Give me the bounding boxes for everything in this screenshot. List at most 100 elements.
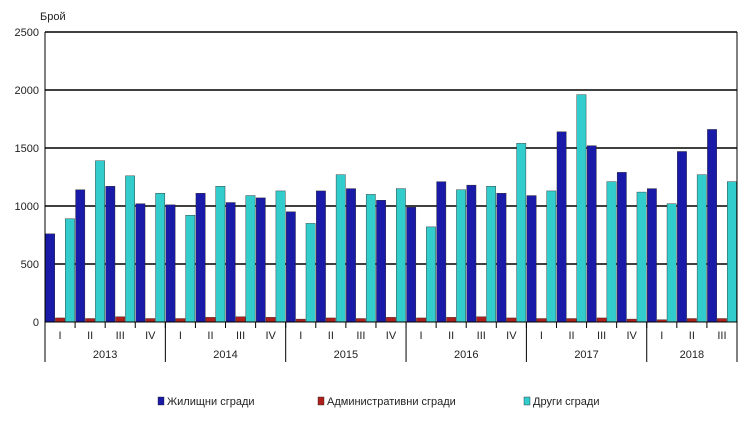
bar-other <box>636 191 647 323</box>
bar-other <box>245 195 256 323</box>
x-tick-label: II <box>568 330 574 342</box>
y-tick-label: 1000 <box>15 201 39 213</box>
bar-residential <box>105 186 116 323</box>
x-tick-label: IV <box>626 330 637 342</box>
bars <box>45 94 737 323</box>
legend-label: Административни сгради <box>327 396 456 408</box>
bar-administrative <box>596 317 607 323</box>
year-label: 2013 <box>93 349 117 361</box>
bar-administrative <box>85 318 95 323</box>
y-axis-label: Брой <box>40 11 66 23</box>
year-label: 2016 <box>454 349 478 361</box>
bar-administrative <box>536 318 547 323</box>
bar-administrative <box>235 316 246 323</box>
x-tick-label: II <box>689 330 695 342</box>
x-tick-label: II <box>87 330 93 342</box>
legend-swatch <box>157 396 165 406</box>
y-tick-label: 0 <box>33 317 39 329</box>
year-label: 2015 <box>334 349 358 361</box>
bar-residential <box>316 190 326 323</box>
bar-administrative <box>446 317 457 323</box>
legend-label: Други сгради <box>533 396 599 408</box>
bar-residential <box>135 203 146 323</box>
bar-administrative <box>145 318 156 323</box>
bar-other <box>305 223 316 323</box>
x-tick-labels: I II III IV I II III IV I II III IV I II III IV I II III IV… <box>59 330 727 361</box>
x-tick-label: III <box>597 330 606 342</box>
bar-other <box>125 175 135 323</box>
x-tick-label: III <box>116 330 125 342</box>
bar-other <box>396 188 406 323</box>
year-label: 2018 <box>680 349 704 361</box>
bar-administrative <box>115 316 126 323</box>
x-tick-label: I <box>299 330 302 342</box>
x-tick-label: I <box>660 330 663 342</box>
bar-administrative <box>356 318 366 323</box>
bar-other <box>606 181 617 323</box>
bar-other <box>185 215 196 323</box>
bar-administrative <box>325 317 336 323</box>
bar-administrative <box>476 316 487 323</box>
year-label: 2017 <box>574 349 598 361</box>
bar-other <box>486 186 497 323</box>
bar-residential <box>225 202 236 323</box>
bar-residential <box>75 189 86 323</box>
x-tick-label: II <box>328 330 334 342</box>
bar-administrative <box>55 317 65 323</box>
bar-other <box>275 190 286 323</box>
legend-label: Жилищни сгради <box>167 396 255 408</box>
bar-residential <box>285 211 296 323</box>
bar-residential <box>707 129 717 323</box>
bar-administrative <box>687 318 697 323</box>
year-label: 2014 <box>213 349 237 361</box>
y-tick-label: 2000 <box>15 85 39 97</box>
x-tick-label: I <box>179 330 182 342</box>
bar-other <box>95 160 105 323</box>
bar-administrative <box>566 318 577 323</box>
x-tick-label: I <box>59 330 62 342</box>
bar-other <box>666 203 677 323</box>
bar-residential <box>466 184 477 323</box>
bar-administrative <box>175 318 186 323</box>
bar-other <box>546 190 557 323</box>
y-tick-label: 2500 <box>15 27 39 39</box>
bar-residential <box>346 188 356 323</box>
bar-residential <box>556 131 567 323</box>
bar-other <box>65 218 75 323</box>
y-tick-label: 500 <box>21 259 39 271</box>
bar-administrative <box>205 317 216 323</box>
y-tick-labels: 0 500 1000 1500 2000 2500 <box>15 27 39 329</box>
bar-residential <box>255 197 266 323</box>
x-tick-label: III <box>356 330 365 342</box>
bar-residential <box>586 145 597 323</box>
bar-residential <box>165 204 176 323</box>
bar-other <box>456 189 466 323</box>
gridlines <box>45 31 737 265</box>
bar-administrative <box>416 317 426 323</box>
bar-administrative <box>386 317 396 323</box>
legend: Жилищни сгради Административни сгради Друг… <box>157 396 599 408</box>
bar-other <box>365 194 376 323</box>
bar-residential <box>526 195 537 323</box>
legend-swatch <box>317 396 325 406</box>
bar-other <box>155 193 166 323</box>
x-tick-label: III <box>236 330 245 342</box>
bar-residential <box>677 151 687 323</box>
y-tick-label: 1500 <box>15 143 39 155</box>
bar-residential <box>496 193 507 323</box>
x-tick-label: III <box>717 330 726 342</box>
x-tick-label: I <box>420 330 423 342</box>
x-tick-label: IV <box>265 330 276 342</box>
bar-residential <box>647 188 657 323</box>
bar-other <box>516 143 527 323</box>
bar-administrative <box>506 317 517 323</box>
x-tick-label: II <box>207 330 213 342</box>
bar-other <box>215 186 226 323</box>
bar-residential <box>45 233 55 323</box>
bar-other <box>576 94 587 323</box>
bar-other <box>696 174 707 323</box>
x-tick-label: IV <box>506 330 517 342</box>
bar-administrative <box>265 317 276 323</box>
bar-administrative <box>717 318 727 323</box>
